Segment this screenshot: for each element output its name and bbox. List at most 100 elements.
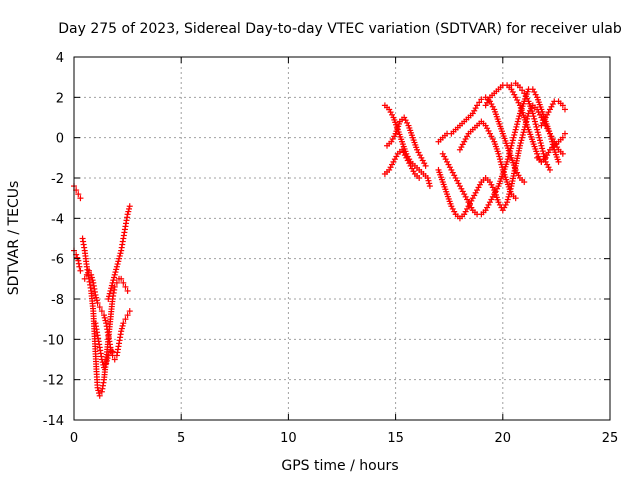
data-point (532, 121, 539, 128)
data-point (561, 130, 568, 137)
data-point (535, 131, 542, 138)
data-point (508, 142, 515, 149)
data-point (102, 317, 109, 324)
data-point (504, 156, 511, 163)
data-point (103, 357, 110, 364)
y-tick-label: 0 (56, 132, 64, 147)
data-points (71, 80, 568, 399)
data-point (93, 294, 100, 301)
data-point (506, 148, 513, 155)
data-point (533, 123, 540, 130)
data-point (497, 158, 504, 165)
data-point (122, 283, 129, 290)
data-point (426, 183, 433, 190)
data-point (422, 162, 429, 169)
data-point (101, 314, 108, 321)
data-point (124, 211, 131, 218)
data-point (111, 271, 118, 278)
data-point (114, 261, 121, 268)
data-point (126, 308, 133, 315)
data-point (516, 84, 523, 91)
data-point (106, 293, 113, 300)
data-point (496, 153, 503, 160)
data-point (118, 325, 125, 332)
data-point (116, 255, 123, 262)
data-point (529, 110, 536, 117)
data-point (115, 258, 122, 265)
data-point (109, 279, 116, 286)
data-point (124, 287, 131, 294)
data-point (504, 196, 511, 203)
data-point (74, 254, 81, 261)
y-tick-label: -2 (51, 172, 64, 187)
data-point (546, 130, 553, 137)
data-point (559, 150, 566, 157)
data-point (89, 277, 96, 284)
data-point (531, 115, 538, 122)
data-point (96, 392, 103, 399)
data-point (524, 113, 531, 120)
data-point (505, 153, 512, 160)
data-point (520, 129, 527, 136)
data-point (113, 263, 120, 270)
data-point (509, 140, 516, 147)
data-point (519, 134, 526, 141)
data-point (125, 208, 132, 215)
data-point (514, 121, 521, 128)
data-point (561, 106, 568, 113)
data-point (499, 164, 506, 171)
y-tick-labels: -14 -12 -10 -8 -6 -4 -2 0 2 4 (43, 51, 64, 429)
data-point (76, 263, 83, 270)
data-point (541, 153, 548, 160)
data-point (555, 158, 562, 165)
data-point (541, 156, 548, 163)
x-axis-title: GPS time / hours (281, 458, 398, 474)
data-point (126, 203, 133, 210)
data-point (559, 102, 566, 109)
data-point (536, 137, 543, 144)
plot-frame (73, 56, 611, 421)
data-point (108, 285, 115, 292)
data-point (109, 348, 116, 355)
data-point (101, 364, 108, 371)
data-point (534, 129, 541, 136)
data-point (104, 355, 111, 362)
x-tick-label: 15 (387, 431, 404, 446)
data-point (94, 384, 101, 391)
data-point (547, 133, 554, 140)
data-point (546, 166, 553, 173)
data-point (534, 126, 541, 133)
data-point (119, 322, 126, 329)
data-point (88, 274, 95, 281)
data-point (105, 296, 112, 302)
data-point (513, 123, 520, 130)
data-point (508, 82, 515, 89)
data-point (518, 137, 525, 144)
data-point (75, 191, 82, 198)
x-tick-labels: 0 5 10 15 20 25 (70, 431, 618, 446)
data-point (108, 282, 115, 289)
data-point (96, 304, 103, 311)
data-point (425, 177, 432, 184)
y-tick-label: -6 (51, 253, 64, 268)
data-point (519, 131, 526, 138)
data-point (512, 195, 519, 202)
data-point (93, 297, 100, 304)
y-tick-label: 4 (56, 51, 64, 66)
data-point (416, 175, 423, 181)
y-tick-label: -4 (51, 212, 64, 227)
data-point (504, 199, 511, 206)
data-point (111, 283, 118, 290)
x-tick-label: 10 (280, 431, 297, 446)
chart-title: Day 275 of 2023, Sidereal Day-to-day VTE… (58, 21, 622, 37)
data-point (511, 129, 518, 136)
y-tick-label: -8 (51, 293, 64, 308)
data-point (426, 180, 433, 187)
data-point (116, 252, 123, 259)
data-point (548, 136, 555, 143)
data-point (98, 308, 105, 315)
data-point (496, 156, 503, 163)
data-point (478, 96, 485, 103)
data-point (113, 266, 120, 273)
data-point (126, 205, 133, 212)
